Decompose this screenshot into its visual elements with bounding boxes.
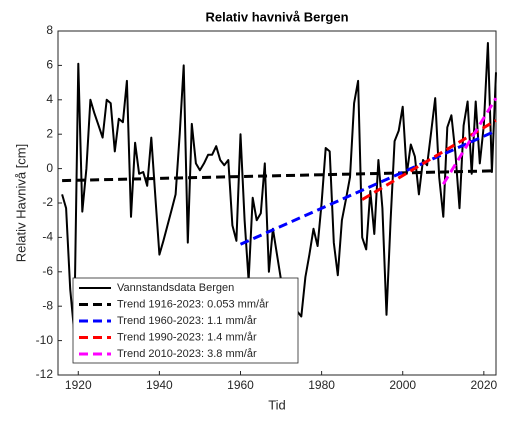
x-axis-label: Tid: [268, 397, 286, 412]
y-tick-label: 2: [46, 126, 53, 140]
y-tick-label: -10: [36, 333, 54, 347]
data-line: [62, 169, 497, 183]
y-tick-label: -12: [36, 367, 54, 381]
y-tick-label: 4: [46, 92, 53, 106]
data-line: [442, 97, 498, 185]
x-tick-label: 1960: [227, 378, 254, 392]
chart-title: Relativ havnivå Bergen: [205, 9, 348, 24]
y-axis-label: Relativ Havnivå [cm]: [13, 144, 28, 262]
y-tick-label: -6: [42, 264, 53, 278]
data-line: [239, 129, 497, 246]
legend-label: Trend 2010-2023: 3.8 mm/år: [117, 348, 257, 360]
data-line: [61, 42, 497, 333]
y-tick-label: 6: [46, 58, 53, 72]
legend-label: Trend 1916-2023: 0.053 mm/år: [117, 298, 269, 310]
y-tick-label: 0: [46, 161, 53, 175]
x-tick-label: 1980: [308, 378, 335, 392]
y-tick-label: 8: [46, 23, 53, 37]
y-tick-label: -4: [42, 230, 53, 244]
x-tick-label: 1920: [65, 378, 92, 392]
legend-label: Trend 1990-2023: 1.4 mm/år: [117, 331, 257, 343]
x-tick-label: 1940: [146, 378, 173, 392]
legend-label: Trend 1960-2023: 1.1 mm/år: [117, 315, 257, 327]
x-tick-label: 2000: [389, 378, 416, 392]
x-tick-label: 2020: [470, 378, 497, 392]
y-tick-label: -8: [42, 298, 53, 312]
legend: Vannstandsdata Bergen Trend 1916-2023: 0.…: [72, 277, 299, 364]
legend-label: Vannstandsdata Bergen: [117, 282, 234, 294]
y-tick-label: -2: [42, 195, 53, 209]
